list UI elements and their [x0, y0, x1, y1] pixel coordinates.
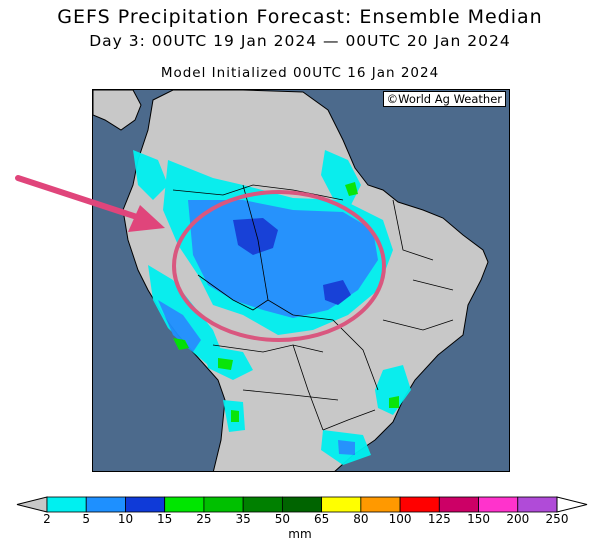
map-canvas [93, 90, 489, 471]
colorbar-tick-label: 125 [427, 512, 451, 526]
colorbar-tick-label: 100 [388, 512, 412, 526]
colorbar-segment [438, 496, 479, 513]
colorbar-tick-label: 80 [353, 512, 369, 526]
colorbar-segment [125, 496, 166, 513]
colorbar-tick-label: 15 [157, 512, 173, 526]
colorbar-segment [46, 496, 87, 513]
colorbar-segment [478, 496, 519, 513]
map-title: GEFS Precipitation Forecast: Ensemble Me… [57, 6, 543, 28]
colorbar-tick-label: 25 [196, 512, 212, 526]
highlight-ellipse [172, 190, 386, 342]
colorbar-above-triangle [556, 496, 588, 513]
colorbar-segment [360, 496, 401, 513]
colorbar-segment [281, 496, 323, 513]
credit-label: ©World Ag Weather [382, 91, 506, 107]
valid-period: Day 3: 00UTC 19 Jan 2024 — 00UTC 20 Jan … [89, 32, 511, 50]
colorbar-below-triangle [16, 496, 48, 513]
colorbar-tick-label: 2 [43, 512, 51, 526]
colorbar-tick-label: 200 [506, 512, 530, 526]
colorbar-segment [203, 496, 244, 513]
colorbar-segment [242, 496, 283, 513]
colorbar-tick-label: 250 [545, 512, 569, 526]
colorbar-tick-label: 35 [235, 512, 251, 526]
precip-map: ©World Ag Weather [92, 89, 510, 472]
colorbar-segment [85, 496, 126, 513]
colorbar-tick-label: 10 [117, 512, 134, 526]
colorbar-segment [321, 496, 362, 513]
colorbar-tick-label: 5 [82, 512, 91, 526]
colorbar-segment [517, 496, 558, 513]
colorbar-unit: mm [288, 527, 312, 541]
colorbar-tick-label: 50 [274, 512, 291, 526]
colorbar-tick-label: 150 [467, 512, 490, 526]
init-time: Model Initialized 00UTC 16 Jan 2024 [160, 65, 440, 81]
colorbar-segment [399, 496, 440, 513]
land-central-america [93, 90, 142, 131]
colorbar-tick-label: 65 [313, 512, 330, 526]
colorbar-segment [164, 496, 205, 513]
